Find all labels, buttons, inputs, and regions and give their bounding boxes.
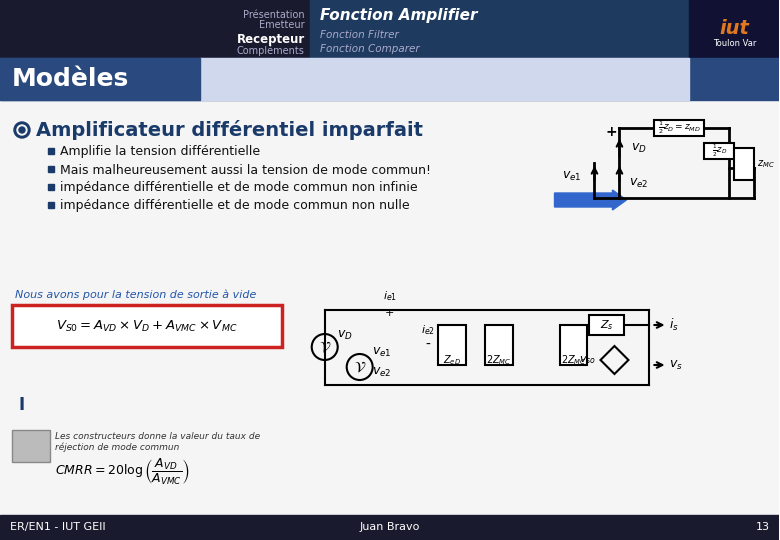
- Text: $\frac{1}{2}z_D=z_{MD}$: $\frac{1}{2}z_D=z_{MD}$: [658, 120, 700, 136]
- Text: I: I: [19, 396, 25, 414]
- Text: Mais malheureusement aussi la tension de mode commun!: Mais malheureusement aussi la tension de…: [60, 164, 431, 177]
- Text: Emetteur: Emetteur: [259, 20, 305, 30]
- Bar: [12, 305, 282, 347]
- Bar: [438, 325, 466, 365]
- Circle shape: [17, 125, 27, 135]
- Text: $v_D$: $v_D$: [632, 141, 647, 154]
- Text: $Z_{eD}$: $Z_{eD}$: [442, 353, 461, 367]
- Text: $CMRR = 20\log\left(\dfrac{A_{VD}}{A_{VMC}}\right)$: $CMRR = 20\log\left(\dfrac{A_{VD}}{A_{VM…: [55, 457, 190, 487]
- Bar: [704, 143, 734, 159]
- Bar: [200, 58, 690, 100]
- Text: $z_{MC}$: $z_{MC}$: [757, 158, 775, 170]
- Bar: [654, 120, 704, 136]
- Bar: [310, 0, 690, 58]
- Text: Les constructeurs donne la valeur du taux de
réjection de mode commun: Les constructeurs donne la valeur du tau…: [55, 432, 260, 452]
- Bar: [48, 202, 54, 208]
- Text: Fonction Amplifier: Fonction Amplifier: [320, 8, 477, 23]
- FancyArrow shape: [555, 190, 626, 210]
- Bar: [48, 148, 54, 154]
- Text: Recepteur: Recepteur: [236, 33, 305, 46]
- Bar: [484, 325, 512, 365]
- Text: Juan Bravo: Juan Bravo: [360, 522, 420, 532]
- Text: ER/EN1 - IUT GEII: ER/EN1 - IUT GEII: [10, 522, 105, 532]
- Text: Toulon Var: Toulon Var: [713, 39, 756, 49]
- Text: impédance différentielle et de mode commun non infinie: impédance différentielle et de mode comm…: [60, 181, 417, 194]
- Text: Amplificateur différentiel imparfait: Amplificateur différentiel imparfait: [36, 120, 423, 140]
- Text: Compléments: Compléments: [237, 46, 305, 57]
- Text: -: -: [425, 338, 430, 352]
- Bar: [0, 58, 779, 100]
- Bar: [590, 315, 625, 335]
- Text: $2Z_{MC}$: $2Z_{MC}$: [561, 353, 587, 367]
- Text: $v_{e1}$: $v_{e1}$: [562, 170, 582, 183]
- Text: impédance différentielle et de mode commun non nulle: impédance différentielle et de mode comm…: [60, 199, 410, 213]
- Bar: [48, 166, 54, 172]
- Text: $v_D$: $v_D$: [337, 328, 353, 342]
- Text: iut: iut: [719, 18, 750, 37]
- Text: Fonction Filtrer: Fonction Filtrer: [320, 30, 399, 40]
- Bar: [690, 0, 779, 58]
- Text: $v_{e2}$: $v_{e2}$: [629, 177, 649, 190]
- Bar: [559, 325, 587, 365]
- Text: $v_{e1}$: $v_{e1}$: [372, 346, 392, 359]
- Text: $\mathcal{V}$: $\mathcal{V}$: [318, 340, 331, 354]
- Bar: [0, 58, 200, 100]
- Bar: [48, 184, 54, 190]
- Text: 13: 13: [755, 522, 769, 532]
- Text: $i_{e1}$: $i_{e1}$: [383, 289, 397, 303]
- Text: $V_{S0} = A_{VD} \times V_D + A_{VMC} \times V_{MC}$: $V_{S0} = A_{VD} \times V_D + A_{VMC} \t…: [56, 319, 238, 334]
- Text: Fonction Comparer: Fonction Comparer: [320, 44, 420, 54]
- Bar: [0, 100, 779, 515]
- Text: $i_{e2}$: $i_{e2}$: [420, 323, 434, 337]
- Bar: [0, 515, 779, 540]
- Text: Amplifie la tension différentielle: Amplifie la tension différentielle: [60, 145, 260, 159]
- Bar: [734, 148, 754, 180]
- Circle shape: [14, 122, 30, 138]
- Text: $Z_s$: $Z_s$: [600, 318, 613, 332]
- Text: +: +: [385, 308, 395, 318]
- Text: $v_{e2}$: $v_{e2}$: [372, 366, 391, 379]
- Text: $v_s$: $v_s$: [669, 359, 683, 372]
- Bar: [0, 0, 779, 58]
- Text: $2Z_{MC}$: $2Z_{MC}$: [486, 353, 512, 367]
- Text: +: +: [605, 125, 617, 139]
- Text: $\frac{1}{2}z_D$: $\frac{1}{2}z_D$: [711, 143, 727, 159]
- Text: Nous avons pour la tension de sortie à vide: Nous avons pour la tension de sortie à v…: [15, 290, 257, 300]
- Text: Modèles: Modèles: [12, 67, 129, 91]
- Bar: [12, 430, 50, 462]
- Text: $v_{so}$: $v_{so}$: [580, 354, 597, 366]
- Circle shape: [19, 127, 25, 133]
- Text: Présentation: Présentation: [243, 10, 305, 20]
- Text: $\mathcal{V}$: $\mathcal{V}$: [353, 360, 366, 375]
- Text: $i_s$: $i_s$: [669, 317, 679, 333]
